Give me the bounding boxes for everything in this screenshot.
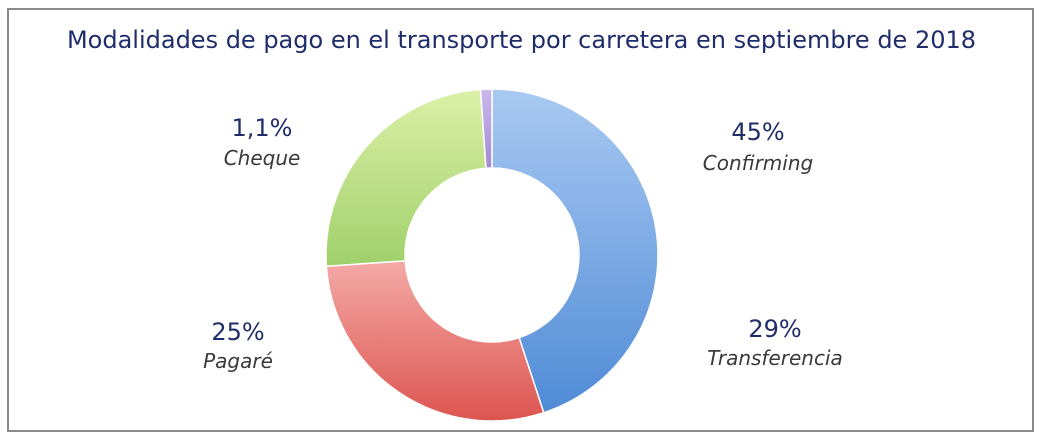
slice-category-label: Transferencia bbox=[707, 346, 843, 370]
slice-value-label: 45% bbox=[731, 118, 784, 146]
donut-slice-confirming bbox=[491, 88, 659, 414]
donut-slice-pagaré bbox=[325, 88, 487, 267]
slice-category-label: Pagaré bbox=[203, 349, 273, 373]
slice-value-label: 25% bbox=[211, 318, 264, 346]
donut-slice-cheque bbox=[479, 88, 493, 170]
donut-slice-transferencia bbox=[325, 260, 545, 422]
slice-value-label: 29% bbox=[748, 315, 801, 343]
slice-value-label: 1,1% bbox=[232, 114, 293, 142]
chart-title: Modalidades de pago en el transporte por… bbox=[66, 26, 977, 54]
slice-category-label: Confirming bbox=[703, 151, 813, 175]
slice-category-label: Cheque bbox=[224, 146, 301, 170]
